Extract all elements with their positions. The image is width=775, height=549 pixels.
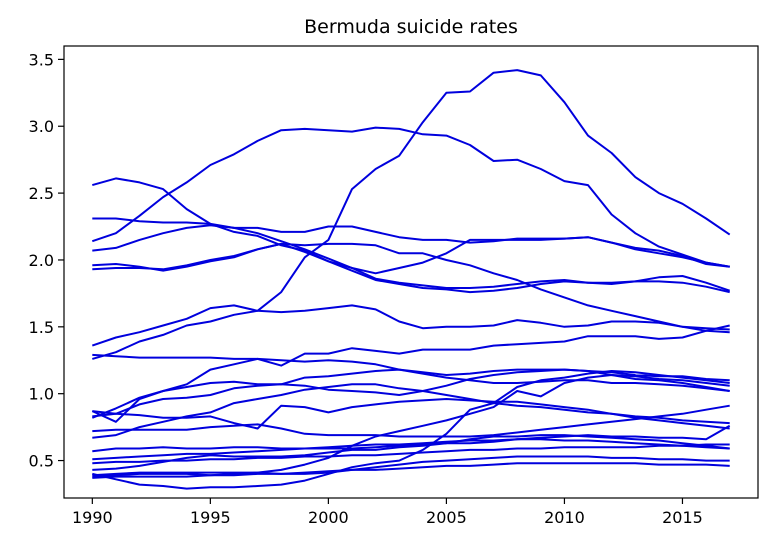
y-tick-label: 1.5 xyxy=(29,318,54,337)
x-tick-label: 1990 xyxy=(72,508,113,527)
series-line-5 xyxy=(92,217,730,268)
x-tick-label: 2005 xyxy=(426,508,467,527)
series-line-12 xyxy=(91,324,730,423)
y-tick-label: 3.5 xyxy=(29,50,54,69)
series-line-14 xyxy=(92,398,730,430)
y-tick-label: 1.0 xyxy=(29,385,54,404)
x-tick-label: 2015 xyxy=(662,508,703,527)
series-line-23 xyxy=(92,462,730,479)
series-line-10 xyxy=(92,69,731,360)
x-tick-label: 2010 xyxy=(544,508,585,527)
series-line-21 xyxy=(92,443,730,465)
y-tick-label: 0.5 xyxy=(29,452,54,471)
series-line-19 xyxy=(92,438,730,461)
series-line-16 xyxy=(92,383,730,439)
series-line-3 xyxy=(91,126,730,268)
series-line-7 xyxy=(92,242,731,294)
series-line-8 xyxy=(92,242,730,334)
plot-frame xyxy=(63,45,759,499)
x-tick-label: 1995 xyxy=(190,508,231,527)
chart-title: Bermuda suicide rates xyxy=(304,16,518,38)
series-line-18 xyxy=(92,424,731,453)
series-line-13 xyxy=(91,368,730,419)
series-line-2 xyxy=(92,370,730,490)
series-line-15 xyxy=(92,368,730,418)
y-tick-label: 3.0 xyxy=(29,117,54,136)
y-axis: 0.5 1.0 1.5 2.0 2.5 3.0 3.5 xyxy=(29,50,64,471)
y-tick-label: 2.5 xyxy=(29,184,54,203)
series-lines xyxy=(91,69,731,490)
series-line-22 xyxy=(92,455,730,477)
x-axis: 1990 1995 2000 2005 2010 2015 xyxy=(72,498,703,527)
series-line-1 xyxy=(92,374,730,478)
series-line-9 xyxy=(91,304,730,347)
y-tick-label: 2.0 xyxy=(29,251,54,270)
x-tick-label: 2000 xyxy=(308,508,349,527)
series-line-4 xyxy=(92,177,730,275)
series-line-17 xyxy=(92,404,730,438)
series-line-20 xyxy=(92,434,730,471)
